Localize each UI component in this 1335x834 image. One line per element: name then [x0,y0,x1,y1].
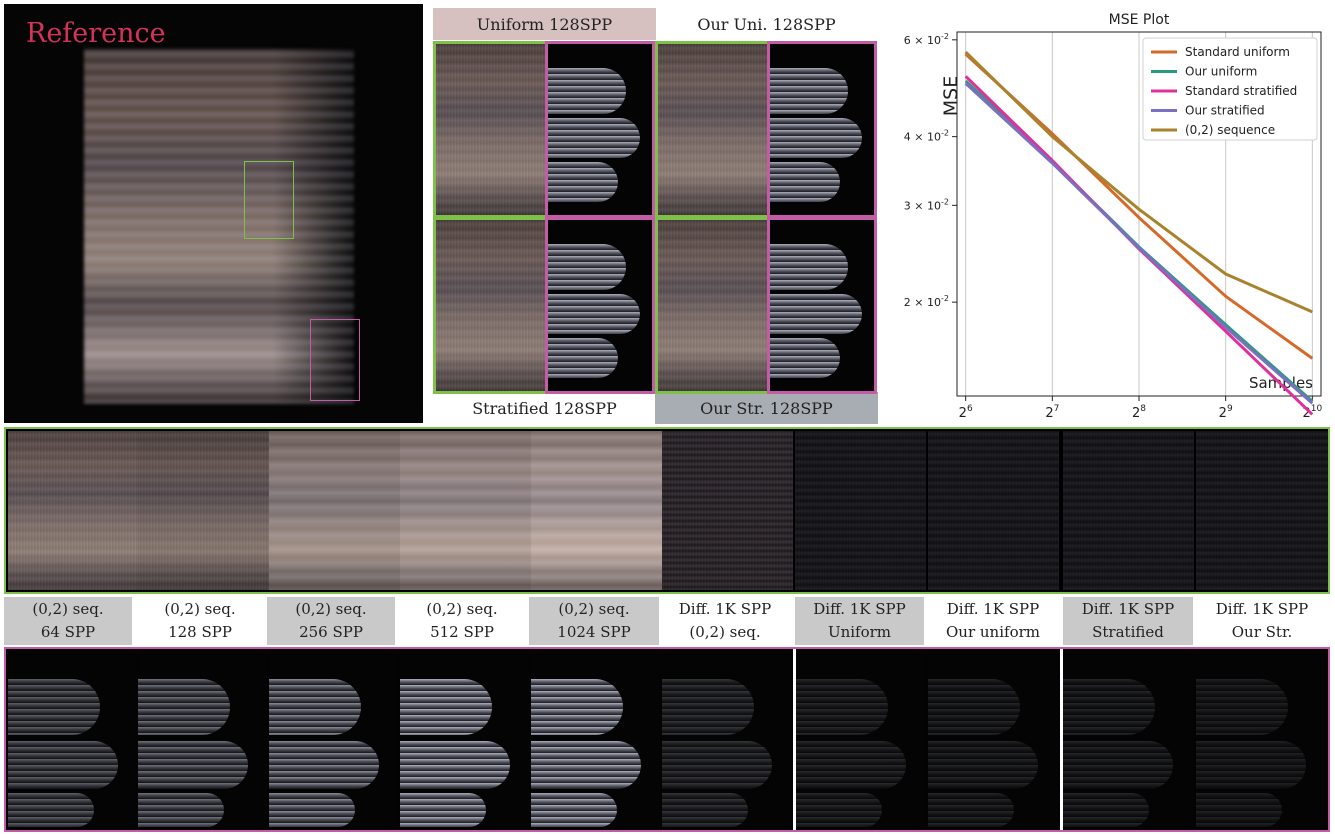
magenta-divider-2 [1060,649,1063,830]
legend-label: Our uniform [1185,65,1257,79]
label-02seq-1024spp: (0,2) seq. 1024 SPP [529,597,659,645]
mse-plot: MSE Plot 26 27 28 29 210 2 × 10-2 3 × 10-2 4 × 1… [904,12,1323,421]
x-tick-label: 210 [1302,404,1322,421]
magenta-diff-uniform [796,651,926,830]
label-02seq-128spp: (0,2) seq. 128 SPP [164,600,236,641]
chart-title: MSE Plot [1109,12,1170,28]
label-02seq-256spp: (0,2) seq. 256 SPP [267,597,395,645]
magenta-diff-stratified [1063,651,1194,830]
magenta-diff-02seq [662,651,793,830]
label-diff-our-str: Diff. 1K SPP Our Str. [1215,600,1309,641]
green-diff-stratified [1063,431,1194,590]
legend-box [1142,37,1318,141]
label-02seq-64spp: (0,2) seq. 64 SPP [4,597,132,645]
x-tick-label: 27 [1045,404,1059,421]
crop-our-uni-magenta [767,41,877,218]
magenta-diff-our-uniform [928,651,1058,830]
green-crop-box [244,161,294,239]
crop-our-str-green [655,217,770,394]
label-02seq-512spp: (0,2) seq. 512 SPP [426,600,498,641]
crop-stratified-magenta [545,217,655,394]
header-stratified-128spp: Stratified 128SPP [472,398,617,418]
green-crop-512spp [400,431,531,590]
crop-stratified-green [433,217,548,394]
series-line-3 [964,82,1314,405]
magenta-crop-1024spp [531,651,660,830]
magenta-divider-1 [793,649,796,830]
green-crop-128spp [138,431,269,590]
y-tick-label: 2 × 10-2 [904,294,949,309]
legend-label: Standard stratified [1185,84,1297,98]
magenta-crop-512spp [400,651,529,830]
x-tick-label: 29 [1219,404,1233,421]
y-tick-label: 6 × 10-2 [904,32,949,47]
magenta-crop-256spp [269,651,398,830]
reference-label: Reference [26,17,166,49]
x-tick-label: 28 [1132,404,1146,421]
green-crop-1024spp [531,431,662,590]
y-tick-label: 4 × 10-2 [904,129,949,144]
green-strip [4,427,1330,594]
x-tick-label: 26 [959,404,973,421]
header-our-uni-128spp: Our Uni. 128SPP [697,14,836,34]
green-diff-uniform [795,431,926,590]
label-diff-our-uniform: Diff. 1K SPP Our uniform [946,600,1040,641]
crop-our-uni-green [655,41,770,218]
green-diff-our-uniform [928,431,1059,590]
series-line-4 [964,51,1313,314]
green-diff-02seq [662,431,793,590]
reference-blur-stack [84,49,354,404]
legend-label: Our stratified [1185,104,1265,118]
y-tick-label: 3 × 10-2 [904,197,949,212]
crop-uniform-green [433,41,548,218]
header-our-str-128spp: Our Str. 128SPP [655,392,878,424]
label-diff-02seq: Diff. 1K SPP (0,2) seq. [678,600,772,641]
reference-image: Reference [4,4,423,423]
crop-our-str-magenta [767,217,877,394]
legend-label: Standard uniform [1185,45,1290,59]
y-axis-label: MSE [940,76,962,116]
green-diff-our-str [1196,431,1328,590]
legend-label: (0,2) sequence [1185,123,1275,137]
magenta-crop-128spp [138,651,267,830]
label-diff-stratified: Diff. 1K SPP Stratified [1063,597,1193,645]
magenta-strip [4,647,1330,832]
header-uniform-128spp: Uniform 128SPP [433,8,656,40]
green-crop-256spp [269,431,400,590]
label-diff-uniform: Diff. 1K SPP Uniform [795,597,924,645]
magenta-crop-64spp [8,651,136,830]
magenta-crop-box [310,319,360,401]
crop-uniform-magenta [545,41,655,218]
green-crop-64spp [8,431,138,590]
magenta-diff-our-str [1196,651,1328,830]
